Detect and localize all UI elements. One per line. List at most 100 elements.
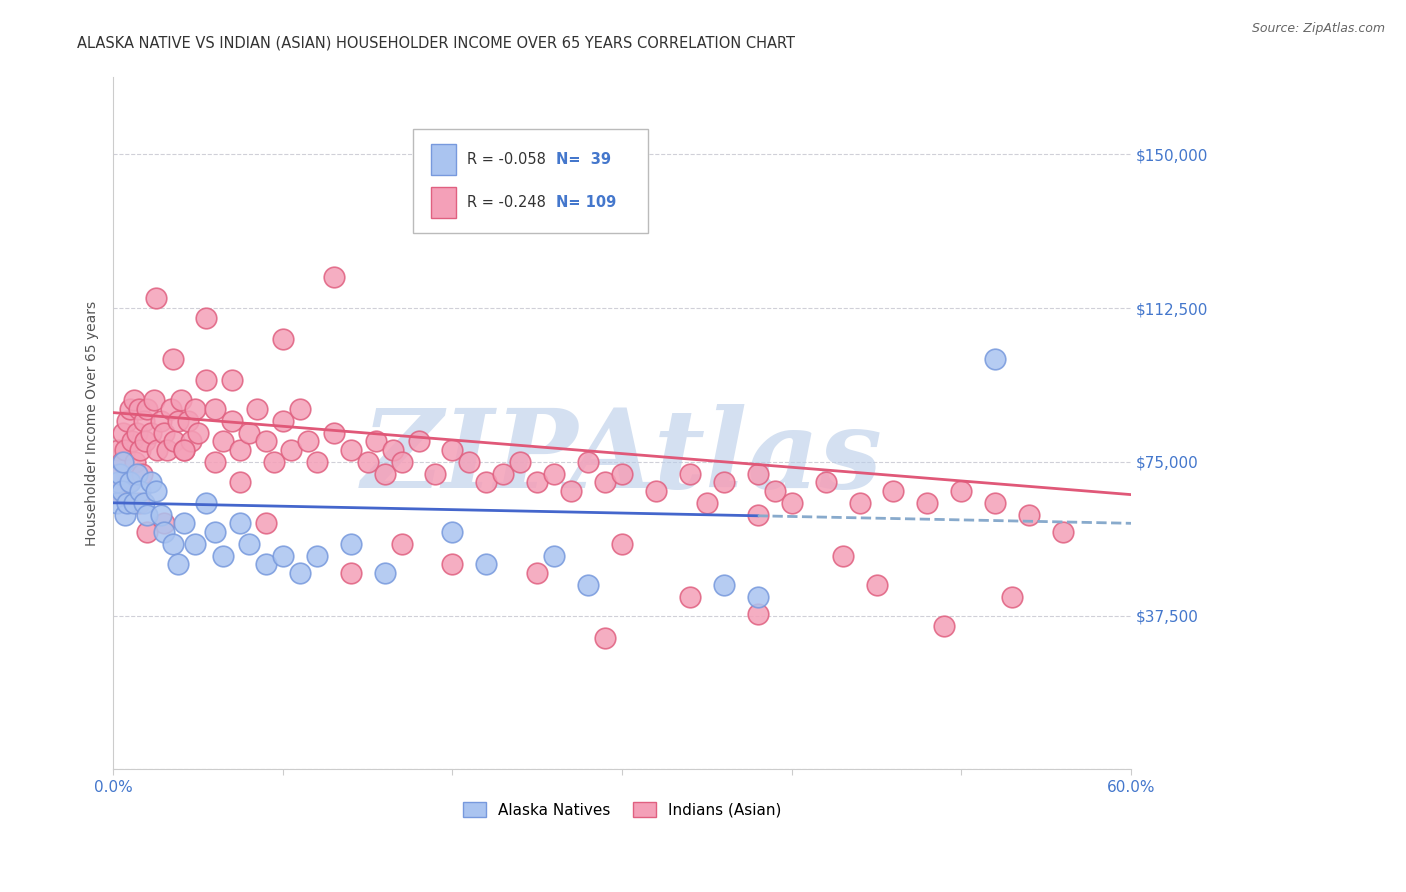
Point	[1001, 590, 1024, 604]
Point	[221, 373, 243, 387]
Point	[984, 352, 1007, 367]
Point	[114, 442, 136, 457]
Point	[374, 566, 396, 580]
Point	[139, 475, 162, 490]
Point	[593, 631, 616, 645]
Point	[950, 483, 973, 498]
Text: N= 109: N= 109	[555, 195, 616, 210]
Legend: Alaska Natives, Indians (Asian): Alaska Natives, Indians (Asian)	[457, 796, 787, 824]
Point	[254, 558, 277, 572]
FancyBboxPatch shape	[413, 129, 648, 233]
Point	[831, 549, 853, 563]
Point	[136, 401, 159, 416]
Point	[173, 442, 195, 457]
Point	[747, 590, 769, 604]
Point	[271, 332, 294, 346]
Point	[153, 516, 176, 531]
Text: ALASKA NATIVE VS INDIAN (ASIAN) HOUSEHOLDER INCOME OVER 65 YEARS CORRELATION CHA: ALASKA NATIVE VS INDIAN (ASIAN) HOUSEHOL…	[77, 36, 796, 51]
Point	[204, 401, 226, 416]
Point	[212, 434, 235, 449]
Point	[139, 426, 162, 441]
Point	[124, 455, 146, 469]
Point	[108, 467, 131, 482]
Point	[593, 475, 616, 490]
Text: R = -0.058: R = -0.058	[467, 153, 547, 168]
Point	[115, 414, 138, 428]
Point	[679, 467, 702, 482]
Point	[297, 434, 319, 449]
Point	[134, 434, 156, 449]
Point	[526, 475, 548, 490]
Point	[129, 483, 152, 498]
Point	[195, 373, 218, 387]
Point	[121, 434, 143, 449]
Point	[170, 393, 193, 408]
Point	[204, 455, 226, 469]
Point	[526, 566, 548, 580]
Point	[114, 508, 136, 522]
Point	[173, 516, 195, 531]
Point	[153, 524, 176, 539]
Point	[238, 537, 260, 551]
Point	[747, 508, 769, 522]
Point	[204, 524, 226, 539]
Point	[162, 537, 184, 551]
Point	[149, 414, 172, 428]
Point	[543, 467, 565, 482]
Point	[142, 393, 165, 408]
Point	[280, 442, 302, 457]
Point	[111, 455, 134, 469]
Point	[125, 467, 148, 482]
Point	[128, 496, 150, 510]
Point	[382, 442, 405, 457]
Point	[166, 414, 188, 428]
Point	[105, 467, 128, 482]
Point	[149, 508, 172, 522]
Point	[254, 434, 277, 449]
Point	[229, 516, 252, 531]
Point	[221, 414, 243, 428]
Point	[136, 524, 159, 539]
Point	[120, 475, 142, 490]
Point	[271, 414, 294, 428]
Point	[408, 434, 430, 449]
Point	[322, 270, 344, 285]
Point	[177, 414, 200, 428]
Point	[747, 607, 769, 621]
Point	[111, 483, 134, 498]
Point	[107, 442, 129, 457]
Point	[187, 426, 209, 441]
Point	[366, 434, 388, 449]
Point	[679, 590, 702, 604]
FancyBboxPatch shape	[430, 187, 456, 219]
Point	[166, 558, 188, 572]
Point	[146, 442, 169, 457]
Point	[374, 467, 396, 482]
Point	[882, 483, 904, 498]
Point	[763, 483, 786, 498]
Point	[543, 549, 565, 563]
Point	[145, 291, 167, 305]
Point	[780, 496, 803, 510]
Point	[747, 467, 769, 482]
Point	[492, 467, 515, 482]
Point	[212, 549, 235, 563]
Point	[645, 483, 668, 498]
Point	[129, 442, 152, 457]
Point	[145, 483, 167, 498]
Point	[984, 496, 1007, 510]
Point	[475, 558, 498, 572]
Point	[115, 496, 138, 510]
Point	[112, 426, 135, 441]
Point	[610, 467, 633, 482]
Point	[458, 455, 481, 469]
Point	[391, 537, 413, 551]
Point	[254, 516, 277, 531]
Point	[425, 467, 447, 482]
Point	[122, 496, 145, 510]
Point	[1018, 508, 1040, 522]
Point	[180, 434, 202, 449]
Point	[120, 401, 142, 416]
Point	[865, 578, 887, 592]
Point	[107, 475, 129, 490]
